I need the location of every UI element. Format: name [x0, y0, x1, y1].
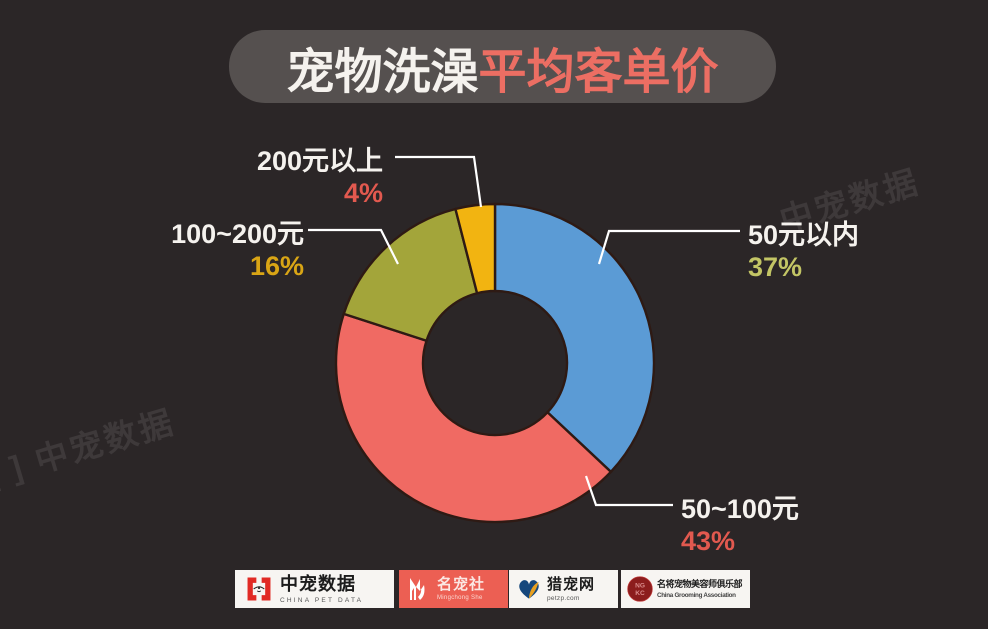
svg-text:KC: KC [635, 590, 645, 597]
svg-text:NG: NG [635, 582, 645, 589]
